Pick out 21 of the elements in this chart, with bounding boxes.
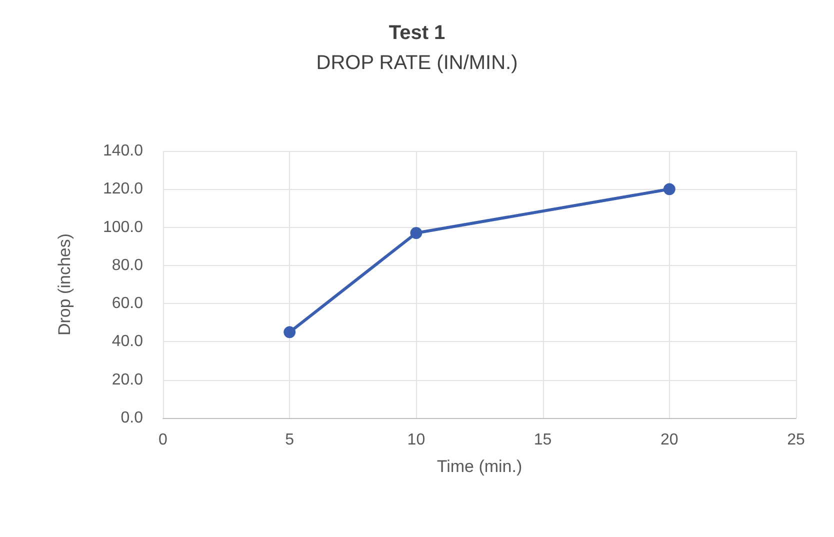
point bbox=[663, 183, 676, 196]
chart-title: Test 1 bbox=[388, 22, 446, 44]
x-tick-label: 20 bbox=[660, 432, 678, 448]
y-tick-label: 0.0 bbox=[120, 410, 144, 426]
y-tick-label: 100.0 bbox=[102, 218, 144, 236]
x-tick-label: 10 bbox=[407, 432, 426, 448]
y-axis-title: Drop (inches) bbox=[55, 233, 74, 336]
y-tick-label: 80.0 bbox=[112, 256, 144, 274]
y-tick-label: 60.0 bbox=[112, 295, 144, 312]
y-tick-label: 40.0 bbox=[112, 333, 144, 350]
x-tick-label: 5 bbox=[285, 432, 294, 448]
x-tick-label: 15 bbox=[534, 432, 552, 448]
y-tick-label: 140.0 bbox=[102, 142, 144, 160]
y-tick-label: 120.0 bbox=[102, 180, 144, 198]
y-tick-label: 20.0 bbox=[112, 371, 144, 388]
x-tick-label: 0 bbox=[158, 432, 168, 448]
x-tick-label: 25 bbox=[787, 432, 805, 448]
point bbox=[410, 227, 422, 240]
x-axis-title: Time (min.) bbox=[436, 457, 522, 476]
chart-subtitle: DROP RATE (IN/MIN.) bbox=[316, 52, 518, 74]
point bbox=[284, 326, 296, 338]
